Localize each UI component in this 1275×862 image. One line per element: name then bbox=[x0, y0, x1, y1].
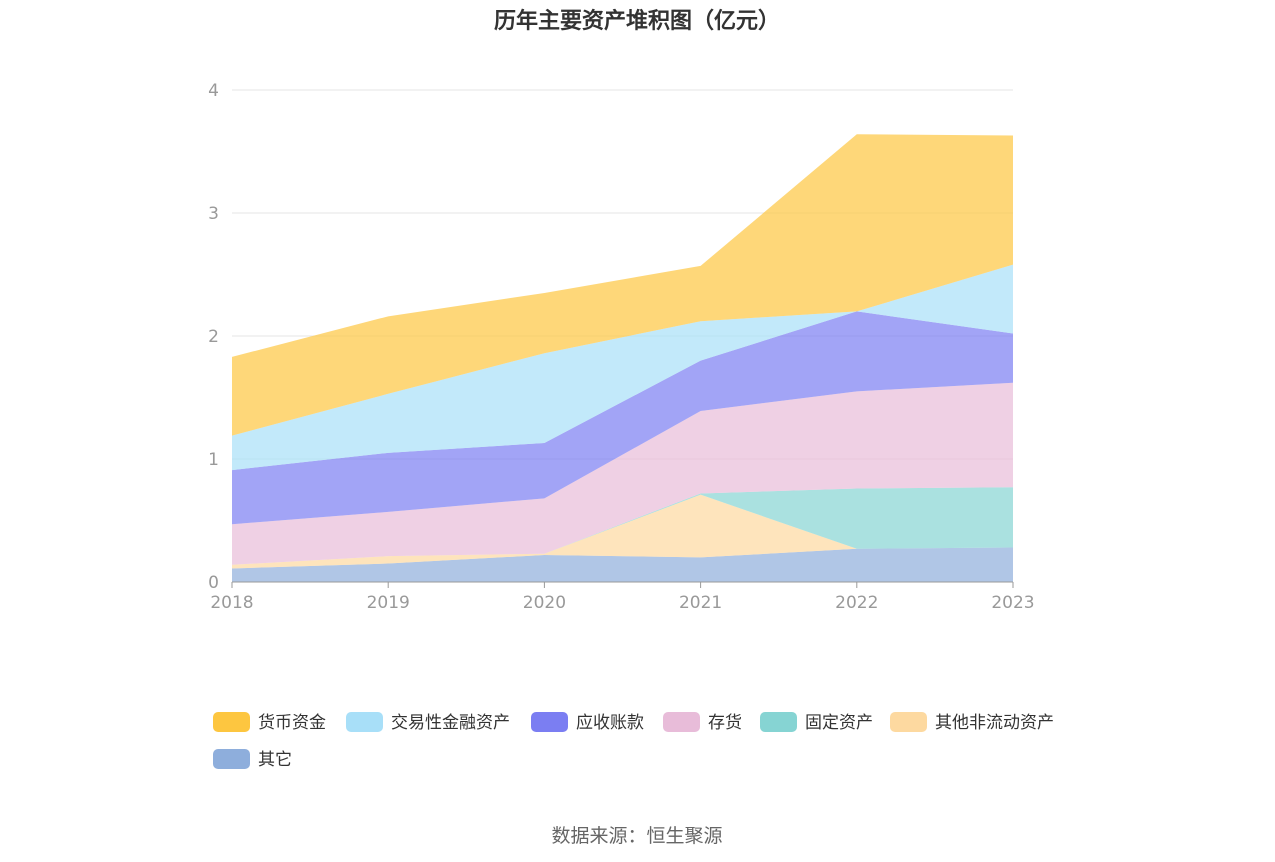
legend-item[interactable]: 应收账款 bbox=[531, 712, 644, 733]
legend-label: 其他非流动资产 bbox=[935, 713, 1054, 733]
area-series-2 bbox=[232, 487, 1013, 565]
legend-item[interactable]: 交易性金融资产 bbox=[346, 712, 510, 733]
area-series-3 bbox=[232, 382, 1013, 565]
legend-swatch bbox=[346, 712, 383, 732]
legend-swatch bbox=[213, 712, 250, 732]
x-tick-label: 2022 bbox=[835, 593, 878, 613]
y-tick-label: 2 bbox=[208, 327, 219, 347]
legend-label: 货币资金 bbox=[258, 713, 326, 733]
legend-label: 固定资产 bbox=[805, 713, 873, 733]
x-tick-label: 2020 bbox=[523, 593, 566, 613]
legend-item[interactable]: 存货 bbox=[663, 712, 742, 733]
x-tick-label: 2019 bbox=[367, 593, 410, 613]
area-series-0 bbox=[232, 547, 1013, 582]
x-tick-label: 2023 bbox=[991, 593, 1034, 613]
legend-item[interactable]: 其他非流动资产 bbox=[890, 712, 1054, 733]
data-source-note: 数据来源：恒生聚源 bbox=[551, 825, 722, 847]
legend-swatch bbox=[213, 749, 250, 769]
legend-item[interactable]: 货币资金 bbox=[213, 712, 326, 733]
legend-swatch bbox=[531, 712, 568, 732]
legend-swatch bbox=[663, 712, 700, 732]
y-tick-label: 1 bbox=[208, 450, 219, 470]
x-tick-label: 2021 bbox=[679, 593, 722, 613]
legend-swatch bbox=[760, 712, 797, 732]
legend-item[interactable]: 其它 bbox=[213, 749, 292, 770]
legend-item[interactable]: 固定资产 bbox=[760, 712, 873, 733]
y-tick-label: 0 bbox=[208, 573, 219, 593]
area-series-4 bbox=[232, 311, 1013, 525]
legend-swatch bbox=[890, 712, 927, 732]
legend-label: 存货 bbox=[708, 713, 742, 733]
x-tick-label: 2018 bbox=[210, 593, 253, 613]
area-series-5 bbox=[232, 264, 1013, 471]
y-tick-label: 3 bbox=[208, 204, 219, 224]
legend-label: 交易性金融资产 bbox=[391, 713, 510, 733]
area-series-1 bbox=[232, 494, 1013, 569]
legend-label: 其它 bbox=[258, 750, 292, 770]
area-layer bbox=[232, 134, 1013, 582]
legend-label: 应收账款 bbox=[576, 713, 644, 733]
area-series-6 bbox=[232, 134, 1013, 436]
chart-title: 历年主要资产堆积图（亿元） bbox=[494, 8, 780, 34]
y-tick-label: 4 bbox=[208, 81, 219, 101]
axis-layer: 0 1 2 3 4 2018 2019 2020 2021 2022 2023 bbox=[208, 81, 1034, 613]
